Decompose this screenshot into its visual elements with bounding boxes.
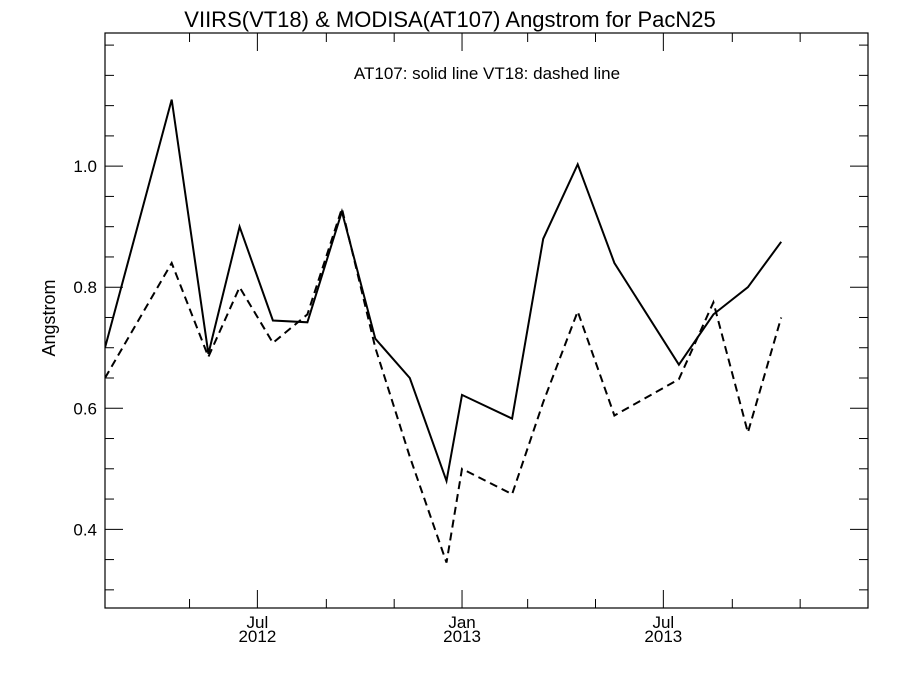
x-tick-label-year: 2013 [443,627,481,646]
x-tick-label-month: Jul [652,613,674,632]
x-tick-label-month: Jul [247,613,269,632]
x-tick-label-year: 2012 [238,627,276,646]
y-tick-label: 0.4 [73,520,97,539]
y-tick-label: 0.6 [73,399,97,418]
x-tick-label-year: 2013 [644,627,682,646]
series-line-vt18 [105,204,783,563]
plot-frame [104,32,869,609]
y-tick-label: 1.0 [73,157,97,176]
series-layer [105,99,783,563]
x-tick-label-month: Jan [448,613,475,632]
y-axis-title: Angstrom [39,279,59,356]
series-line-at107 [105,99,783,485]
y-tick-label: 0.8 [73,278,97,297]
chart-title: VIIRS(VT18) & MODISA(AT107) Angstrom for… [184,7,715,32]
legend-annotation: AT107: solid line VT18: dashed line [354,64,620,83]
